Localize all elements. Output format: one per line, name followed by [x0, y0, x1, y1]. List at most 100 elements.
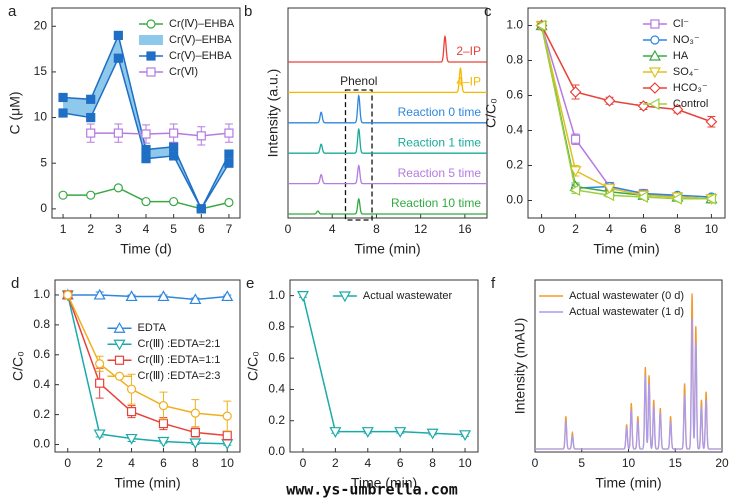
series-line [67, 294, 228, 301]
marker [569, 183, 581, 197]
marker [224, 149, 234, 159]
marker [95, 378, 105, 388]
y-tick-label: 0.4 [506, 123, 523, 137]
marker [158, 418, 169, 429]
marker [224, 197, 234, 208]
x-tick-label: 5 [578, 456, 585, 470]
y-tick-label: 0.4 [268, 382, 285, 396]
trace [288, 164, 487, 185]
plot-frame [527, 7, 726, 219]
trace [288, 94, 487, 124]
marker [113, 128, 123, 138]
panel-letter: b [244, 3, 252, 20]
phenol-box [344, 89, 373, 221]
marker [649, 82, 661, 94]
panel-letter: e [246, 275, 254, 292]
marker [190, 408, 200, 418]
x-tick-label: 10 [705, 222, 719, 236]
marker [705, 115, 718, 128]
legend-label: Cr(Ⅴ)–EHBA [169, 34, 232, 46]
y-tick-label: 0.0 [33, 437, 50, 451]
x-tick-label: 8 [192, 456, 199, 470]
marker [126, 384, 137, 394]
series-line [540, 25, 712, 200]
y-axis-label: C/C₀ [10, 351, 26, 381]
x-tick-label: 2 [87, 222, 94, 236]
x-tick-label: 4 [143, 222, 150, 236]
marker [146, 19, 156, 29]
x-tick-label: 4 [329, 222, 336, 236]
x-tick-label: 0 [532, 456, 539, 470]
x-axis-label: Time (min) [114, 475, 180, 491]
y-tick-label: 0.0 [506, 193, 523, 207]
y-tick-label: 15 [34, 64, 48, 78]
legend-label: Cr(Ⅳ)–EHBA [169, 18, 235, 30]
marker [648, 49, 661, 61]
x-tick-label: 4 [606, 222, 613, 236]
x-tick-label: 2 [332, 456, 339, 470]
y-tick-label: 0.0 [268, 444, 285, 458]
y-tick-label: 10 [34, 110, 48, 124]
marker [141, 154, 151, 164]
marker [222, 430, 232, 441]
x-axis-label: Time (min) [593, 241, 659, 257]
marker [648, 97, 660, 111]
x-axis-label: Time (min) [351, 475, 417, 491]
y-tick-label: 0.2 [33, 407, 50, 421]
panel-letter: a [8, 3, 17, 20]
marker [146, 51, 156, 61]
series-line [540, 25, 712, 200]
marker [125, 290, 138, 302]
x-tick-label: 10 [221, 456, 235, 470]
marker [141, 196, 151, 207]
marker [58, 108, 68, 118]
marker [169, 151, 179, 161]
plot-frame [287, 7, 488, 219]
panel-letter: c [484, 3, 492, 20]
series-line [67, 294, 228, 445]
x-tick-label: 8 [429, 456, 436, 470]
x-tick-label: 6 [397, 456, 404, 470]
x-tick-label: 12 [414, 222, 428, 236]
marker [113, 53, 123, 63]
marker [296, 291, 309, 302]
legend-label: HA [673, 50, 689, 62]
marker [603, 183, 616, 195]
y-tick-label: 1.0 [33, 287, 50, 301]
y-tick-label: 20 [34, 18, 48, 32]
marker [93, 288, 106, 300]
x-tick-label: 16 [458, 222, 472, 236]
marker [338, 291, 351, 303]
y-tick-label: 5 [40, 155, 47, 169]
marker [169, 128, 179, 138]
x-tick-label: 0 [300, 456, 307, 470]
marker [671, 192, 683, 205]
x-axis-label: Time (min) [595, 475, 661, 491]
x-tick-label: 4 [128, 456, 135, 470]
legend-label: Control [673, 98, 708, 110]
marker [86, 128, 96, 138]
y-tick-label: 0.8 [33, 317, 50, 331]
x-tick-label: 1 [60, 222, 67, 236]
marker [86, 190, 96, 200]
legend-label: Cr(Ⅲ) :EDTA=1:1 [138, 354, 221, 366]
legend-label: Cr(Ⅲ) :EDTA=2:1 [138, 338, 221, 350]
marker [329, 427, 342, 438]
marker [113, 30, 123, 40]
annotation: Phenol [340, 74, 377, 88]
marker [141, 129, 151, 139]
marker [190, 427, 200, 438]
marker [222, 411, 232, 421]
x-tick-label: 2 [572, 222, 579, 236]
marker [58, 92, 68, 103]
marker [189, 293, 202, 305]
watermark: www.ys-umbrella.com [286, 481, 458, 499]
y-tick-label: 0.6 [506, 88, 523, 102]
x-tick-label: 2 [96, 456, 103, 470]
plot-frame [289, 279, 479, 453]
trace-label: 2–IP [456, 44, 481, 58]
marker [169, 142, 179, 152]
trace [288, 197, 487, 215]
legend-label: NO₃⁻ [673, 34, 700, 46]
marker [637, 190, 649, 204]
